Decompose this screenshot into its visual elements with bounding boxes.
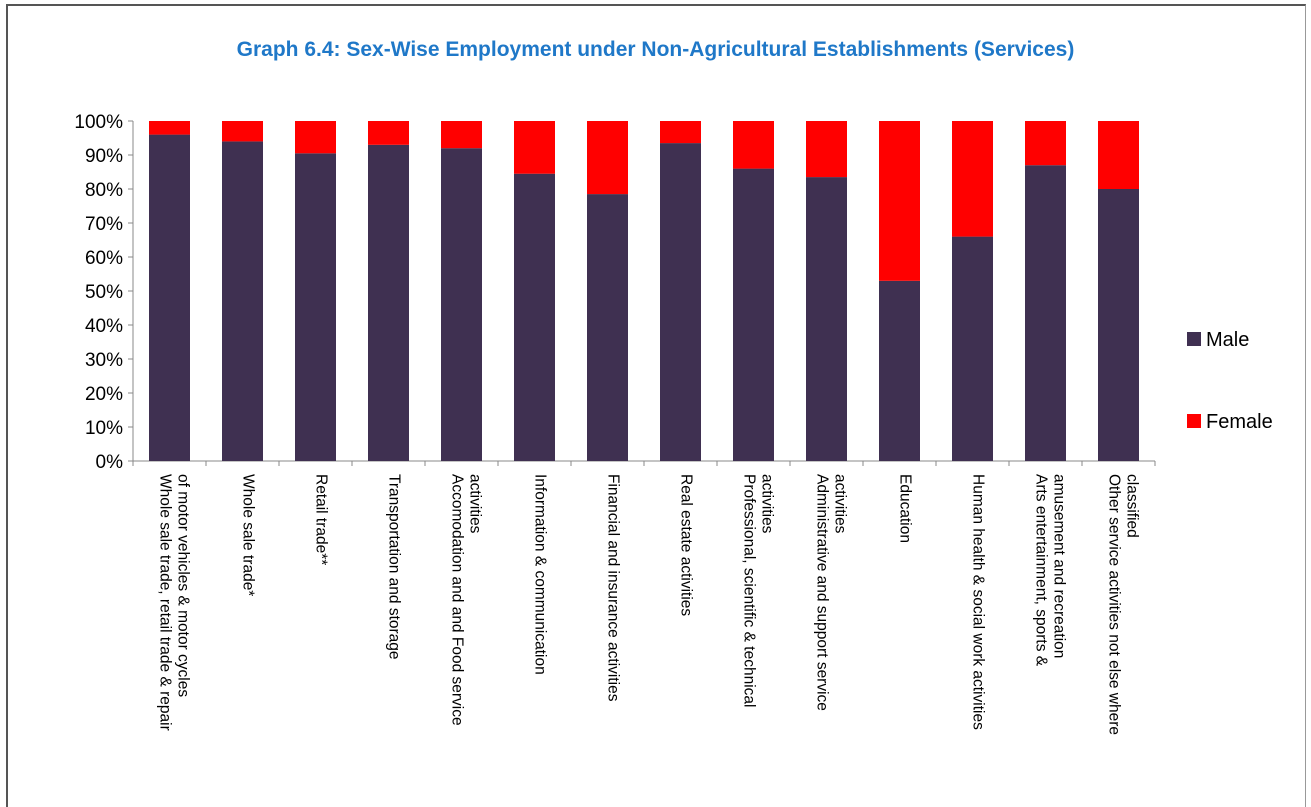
bar-female-12 [1025,121,1066,166]
bar-female-8 [733,121,774,169]
x-category-label: Transportation and storage [385,474,402,660]
legend-swatch-male [1187,332,1201,346]
bar-female-9 [806,121,847,178]
x-category-label: Accomodation and and Food service activit… [448,474,483,726]
bar-female-3 [368,121,409,145]
legend-label-male: Male [1206,329,1249,351]
bar-female-11 [952,121,993,237]
x-category-label-line: Arts entertainment, sports & [1032,474,1049,667]
x-category-label-line: activities [758,474,775,534]
bar-male-13 [1098,189,1139,461]
bar-female-5 [514,121,555,174]
y-tick-label: 80% [85,180,123,201]
x-category-label-line: activities [831,474,848,534]
x-category-label-line: Financial and insurance activities [604,474,621,702]
x-category-label-line: Education [896,474,913,543]
x-category-label: Retail trade** [312,474,329,565]
x-category-label: Education [896,474,913,543]
bar-female-13 [1098,121,1139,189]
x-category-label-line: Whole sale trade, retail trade & repair [156,474,173,731]
x-category-label-line: Professional, scientific & technical [740,474,757,707]
bar-female-1 [222,121,263,142]
bar-male-0 [149,134,190,461]
bar-male-11 [952,236,993,461]
y-tick-label: 60% [85,248,123,269]
bar-female-6 [587,121,628,195]
chart-title: Graph 6.4: Sex-Wise Employment under Non… [236,38,1075,61]
legend-label-female: Female [1206,411,1273,433]
x-category-label: Human health & social work activities [969,474,986,730]
bar-male-7 [660,143,701,461]
x-category-label-line: Administrative and support service [813,474,830,711]
x-category-label-line: Whole sale trade* [239,474,256,596]
bar-female-2 [295,121,336,154]
x-category-label: Whole sale trade, retail trade & repair o… [156,474,191,731]
y-tick-label: 20% [85,384,123,405]
y-tick-label: 40% [85,316,123,337]
legend-swatch-female [1187,414,1201,428]
bar-male-10 [879,280,920,461]
x-category-label-line: of motor vehicles & motor cycles [174,474,191,697]
x-category-label: Financial and insurance activities [604,474,621,702]
x-category-label-line: Human health & social work activities [969,474,986,730]
bar-male-5 [514,173,555,461]
bar-male-1 [222,141,263,461]
y-tick-label: 0% [96,452,124,473]
x-category-label: Professional, scientific & technical acti… [740,474,775,707]
x-category-label-line: classified [1123,474,1140,538]
bar-male-9 [806,177,847,461]
bar-male-4 [441,148,482,461]
y-tick-label: 90% [85,146,123,167]
x-category-label-line: Information & communication [531,474,548,675]
x-category-label: Other service activities not else where c… [1105,474,1140,735]
x-category-label-line: Other service activities not else where [1105,474,1122,735]
x-category-label-line: Accomodation and and Food service [448,474,465,726]
y-tick-label: 70% [85,214,123,235]
x-category-label: Information & communication [531,474,548,675]
bar-female-7 [660,121,701,144]
y-tick-label: 50% [85,282,123,303]
x-category-label-line: Transportation and storage [385,474,402,660]
bar-female-0 [149,121,190,135]
bar-female-10 [879,121,920,281]
bar-male-3 [368,144,409,462]
bar-male-2 [295,153,336,462]
x-category-label-line: Retail trade** [312,474,329,565]
bar-male-6 [587,194,628,461]
y-tick-label: 30% [85,350,123,371]
bar-female-4 [441,121,482,149]
x-category-label: Whole sale trade* [239,474,256,596]
x-category-label-line: amusement and recreation [1050,474,1067,658]
x-category-label: Administrative and support service activi… [813,474,848,711]
x-category-label-line: activities [466,474,483,534]
y-tick-label: 10% [85,418,123,439]
x-category-label: Arts entertainment, sports & amusement an… [1032,474,1067,667]
bar-male-8 [733,168,774,461]
x-category-label: Real estate activities [677,474,694,616]
bar-male-12 [1025,165,1066,461]
x-category-label-line: Real estate activities [677,474,694,616]
y-tick-label: 100% [74,112,123,133]
